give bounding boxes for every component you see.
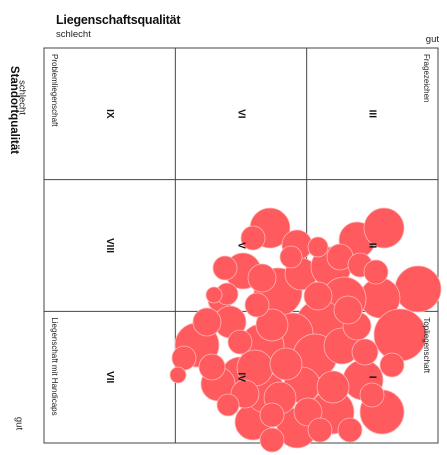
bubble [394,265,442,313]
cell-label: Liegenschaft mit Handicaps [50,317,59,415]
cell-numeral: II [367,243,378,249]
bubble [240,225,266,251]
bubble [244,292,270,318]
bubble [303,281,333,311]
bubble [359,382,385,408]
bubble [333,295,363,325]
cell-numeral: VII [104,371,115,383]
bubble [255,308,289,342]
cell-label: Fragezeichen [422,54,431,102]
bubble [192,307,222,337]
bubble [351,338,379,366]
cell-label: Problemliegenschaft [50,54,59,127]
matrix-frame [43,47,439,444]
bubble [212,255,238,281]
bubble [269,347,303,381]
cell-numeral: III [367,110,378,119]
bubble [198,353,226,381]
bubble [247,263,277,293]
bubble [363,259,389,285]
bubble [316,370,350,404]
bubble [379,352,405,378]
cell-numeral: IX [104,109,115,119]
cell-label: Topliegenschaft [422,317,431,373]
bubble [373,308,427,362]
x-axis-title: Liegenschaftsqualität [56,13,181,27]
bubble [169,366,187,384]
cell-numeral: VIII [104,238,115,253]
x-axis-high-label: gut [425,34,439,45]
bubble [216,393,240,417]
cell-numeral: V [235,242,246,249]
bubble [259,427,285,453]
cell-numeral: VI [235,109,246,119]
bubble [227,329,253,355]
bubble [205,286,223,304]
bubble [363,207,405,249]
x-axis-low-label: schlecht [56,29,91,40]
bubble [171,345,197,371]
bubble [307,236,329,258]
cell-numeral: IV [235,372,246,382]
bubble-cluster [169,207,442,453]
bubble [307,417,333,443]
bubble [279,245,303,269]
bubble [259,402,285,428]
bubble [337,417,363,443]
cell-numeral: I [367,376,378,379]
